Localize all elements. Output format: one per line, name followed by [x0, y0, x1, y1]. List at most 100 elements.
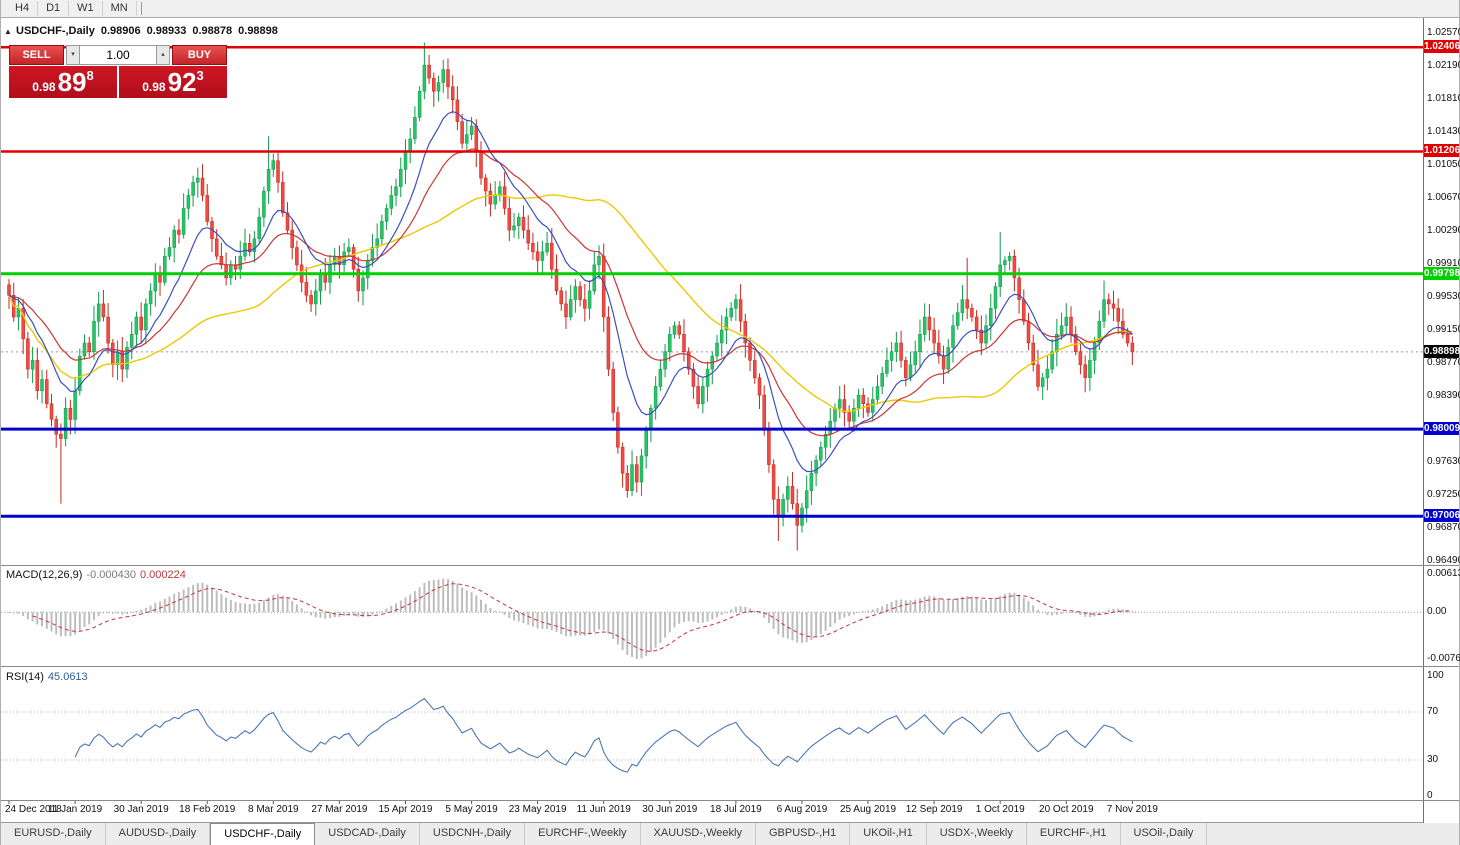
macd-indicator-label: MACD(12,26,9) -0.000430 0.000224	[6, 569, 186, 581]
volume-increase-button[interactable]: ▴	[156, 45, 170, 65]
date-label-18: 7 Nov 2019	[1106, 804, 1158, 815]
chart-tab-eurchf-weekly[interactable]: EURCHF-,Weekly	[525, 823, 641, 845]
date-label-1: 24 Dec 2018	[5, 804, 62, 815]
price-tick-0.99530: 0.99530	[1427, 291, 1460, 302]
rsi-tick-0: 0	[1427, 790, 1433, 801]
level-badge-0.97006[interactable]: 0.97006	[1424, 509, 1460, 523]
level-badge-1.01206[interactable]: 1.01206	[1424, 144, 1460, 158]
level-badge-0.98009[interactable]: 0.98009	[1424, 422, 1460, 436]
ma-mid-line	[8, 148, 1133, 437]
buy-price-pipette: 3	[196, 68, 204, 83]
candles	[7, 42, 1135, 551]
macd-tick-0.00: 0.00	[1427, 606, 1447, 618]
period-button-w1[interactable]: W1	[69, 1, 103, 16]
buy-price-main: 92	[167, 67, 197, 97]
period-button-d1[interactable]: D1	[38, 1, 70, 16]
date-label-14: 25 Aug 2019	[839, 804, 897, 815]
one-click-trading-panel: SELL ▾ 1.00 ▴ BUY 0.98 89 8 0.98 92 3	[9, 45, 227, 98]
ma-fast-line	[8, 110, 1133, 473]
price-tick-1.01810: 1.01810	[1427, 93, 1460, 104]
price-tick-1.01050: 1.01050	[1427, 159, 1460, 170]
ma-slow-line	[8, 194, 1133, 413]
chart-symbol-label: USDCHF-,Daily	[16, 25, 95, 37]
chart-tab-gbpusd-h1[interactable]: GBPUSD-,H1	[756, 823, 851, 845]
date-label-8: 5 May 2019	[445, 804, 498, 815]
date-label-10: 11 Jun 2019	[576, 804, 631, 815]
date-label-2: 11 Jan 2019	[47, 804, 103, 815]
toolbar-divider	[140, 2, 142, 15]
price-tick-1.01430: 1.01430	[1427, 126, 1460, 137]
chart-tab-bar: EURUSD-,Daily AUDUSD-,Daily USDCHF-,Daily U…	[1, 822, 1459, 845]
chart-tab-ukoil-h1[interactable]: UKOil-,H1	[850, 823, 927, 845]
price-tick-0.96870: 0.96870	[1427, 522, 1460, 533]
chart-title: USDCHF-,Daily 0.98906 0.98933 0.98878 0.9889…	[16, 25, 284, 37]
sell-price-display[interactable]: 0.98 89 8	[9, 66, 117, 98]
date-label-4: 18 Feb 2019	[179, 804, 236, 815]
volume-input[interactable]: 1.00	[80, 45, 156, 65]
macd-histogram	[8, 578, 1134, 659]
volume-decrease-button[interactable]: ▾	[66, 45, 80, 65]
time-axis-line	[1, 800, 1459, 801]
rsi-tick-30: 30	[1427, 754, 1439, 765]
price-tick-0.97250: 0.97250	[1427, 489, 1460, 500]
price-scale[interactable]: 1.02570 1.02190 1.01810 1.01430 1.01050 1.006…	[1423, 18, 1460, 823]
current-price-badge: 0.98898	[1424, 344, 1460, 358]
volume-control: ▾ 1.00 ▴	[66, 45, 170, 65]
rsi-tick-100: 100	[1427, 670, 1444, 681]
macd-signal-line	[32, 583, 1133, 652]
date-label-16: 1 Oct 2019	[975, 804, 1025, 815]
chart-collapse-icon[interactable]: ▲	[4, 27, 12, 36]
price-tick-0.98770: 0.98770	[1427, 357, 1460, 368]
macd-main-value: -0.000430	[86, 569, 136, 581]
price-tick-1.00290: 1.00290	[1427, 225, 1460, 236]
price-tick-0.97630: 0.97630	[1427, 456, 1460, 467]
chart-tab-usdchf-daily[interactable]: USDCHF-,Daily	[210, 823, 316, 845]
buy-price-display[interactable]: 0.98 92 3	[119, 66, 227, 98]
date-label-9: 23 May 2019	[508, 804, 567, 815]
date-label-17: 20 Oct 2019	[1039, 804, 1094, 815]
ohlc-close: 0.98898	[238, 25, 278, 37]
macd-panel-separator[interactable]	[1, 565, 1459, 566]
price-tick-1.02190: 1.02190	[1427, 60, 1460, 71]
price-tick-0.99150: 0.99150	[1427, 324, 1460, 335]
date-label-5: 8 Mar 2019	[248, 804, 299, 815]
ohlc-open: 0.98906	[100, 25, 141, 37]
buy-price-prefix: 0.98	[142, 80, 166, 94]
sell-price-main: 89	[57, 67, 87, 97]
level-badge-1.02406[interactable]: 1.02406	[1424, 40, 1460, 54]
chart-window: ▲ USDCHF-,Daily 0.98906 0.98933 0.98878 0.98…	[1, 18, 1460, 823]
period-button-h4[interactable]: H4	[7, 1, 39, 16]
sell-price-prefix: 0.98	[32, 80, 56, 94]
ohlc-high: 0.98933	[146, 25, 187, 37]
chart-tab-audusd-daily[interactable]: AUDUSD-,Daily	[106, 823, 211, 845]
chart-tab-eurchf-h1[interactable]: EURCHF-,H1	[1027, 823, 1121, 845]
chart-tab-eurusd-daily[interactable]: EURUSD-,Daily	[1, 823, 106, 845]
chart-tab-xauusd-weekly[interactable]: XAUUSD-,Weekly	[641, 823, 756, 845]
macd-tick-0.00613: 0.00613	[1427, 568, 1460, 580]
macd-name: MACD(12,26,9)	[6, 569, 83, 581]
macd-signal-value: 0.000224	[139, 569, 186, 581]
price-tick-1.00670: 1.00670	[1427, 192, 1460, 203]
buy-button[interactable]: BUY	[172, 45, 227, 65]
level-badge-0.99798[interactable]: 0.99798	[1424, 266, 1460, 280]
rsi-panel-separator[interactable]	[1, 666, 1459, 667]
date-label-6: 27 Mar 2019	[311, 804, 368, 815]
date-label-11: 30 Jun 2019	[642, 804, 698, 815]
chart-tab-usdcad-daily[interactable]: USDCAD-,Daily	[315, 823, 420, 845]
date-label-12: 18 Jul 2019	[710, 804, 762, 815]
price-tick-0.96490: 0.96490	[1427, 555, 1460, 566]
price-tick-0.98390: 0.98390	[1427, 390, 1460, 401]
rsi-tick-70: 70	[1427, 706, 1439, 717]
chart-tab-usoil-daily[interactable]: USOil-,Daily	[1121, 823, 1208, 845]
chart-canvas[interactable]	[1, 18, 1426, 823]
rsi-value: 45.0613	[47, 671, 88, 683]
period-button-mn[interactable]: MN	[103, 1, 137, 16]
rsi-line	[74, 697, 1133, 773]
date-label-13: 6 Aug 2019	[776, 804, 828, 815]
chart-tab-usdx-weekly[interactable]: USDX-,Weekly	[927, 823, 1027, 845]
sell-button[interactable]: SELL	[9, 45, 64, 65]
price-tick-1.02570: 1.02570	[1427, 27, 1460, 38]
chart-tab-usdcnh-daily[interactable]: USDCNH-,Daily	[420, 823, 526, 845]
